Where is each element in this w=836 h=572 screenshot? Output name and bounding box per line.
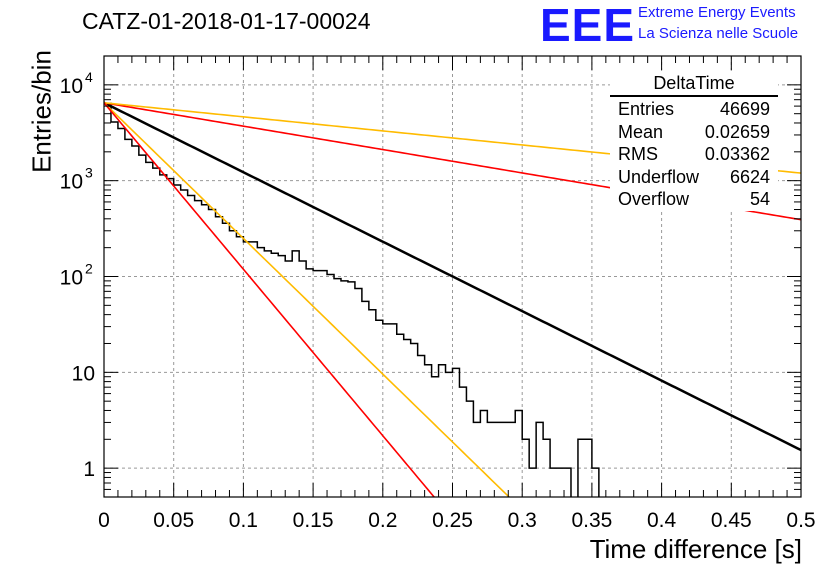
stats-value: 54 <box>749 189 770 209</box>
eee-logo: EEE <box>540 0 636 51</box>
y-tick-label: 10 <box>60 267 83 290</box>
y-axis-label: Entries/bin <box>26 50 57 173</box>
x-axis-label: Time difference [s] <box>589 534 802 564</box>
stats-label: Mean <box>618 121 664 142</box>
stats-row: Mean 0.02659 <box>610 121 778 144</box>
logo-line-2: La Scienza nelle Scuole <box>638 25 799 42</box>
stats-row: RMS 0.03362 <box>610 143 778 166</box>
x-tick-label: 0.1 <box>229 509 258 532</box>
y-tick-label: 10 <box>60 75 83 98</box>
x-tick-label: 0.15 <box>293 509 334 532</box>
fit-curve <box>104 102 436 497</box>
stats-value: 46699 <box>719 99 770 119</box>
stats-row: Entries 46699 <box>610 98 778 121</box>
y-tick-label: 1 <box>83 458 95 481</box>
stats-label: RMS <box>618 144 658 164</box>
stats-value: 0.02659 <box>704 121 770 142</box>
fit-curve <box>104 102 511 497</box>
stats-label: Overflow <box>618 189 690 209</box>
stats-title: DeltaTime <box>610 72 778 97</box>
y-tick-exponent: 4 <box>85 69 93 85</box>
stats-box: DeltaTime Entries 46699 Mean 0.02659 RMS 0.… <box>610 72 778 211</box>
x-tick-label: 0.45 <box>711 509 752 532</box>
logo-line-1: Extreme Energy Events <box>638 4 796 21</box>
stats-value: 0.03362 <box>704 144 770 164</box>
x-tick-label: 0.05 <box>153 509 194 532</box>
y-tick-exponent: 2 <box>85 261 93 277</box>
stats-value: 6624 <box>729 166 770 187</box>
histogram-step <box>104 102 600 497</box>
stats-row: Underflow 6624 <box>610 166 778 189</box>
y-tick-label: 10 <box>60 171 83 194</box>
fit-curve <box>104 101 801 452</box>
x-tick-label: 0.4 <box>647 509 677 532</box>
x-tick-label: 0 <box>98 509 110 532</box>
x-tick-label: 0.3 <box>508 509 537 532</box>
y-tick-label: 10 <box>72 362 95 385</box>
y-tick-exponent: 3 <box>85 165 93 181</box>
chart-title: CATZ-01-2018-01-17-00024 <box>82 8 371 34</box>
x-tick-label: 0.35 <box>571 509 612 532</box>
x-tick-label: 0.25 <box>432 509 473 532</box>
stats-row: Overflow 54 <box>610 188 778 211</box>
stats-label: Entries <box>618 99 675 119</box>
x-tick-label: 0.5 <box>786 509 815 532</box>
stats-label: Underflow <box>618 166 700 187</box>
x-tick-label: 0.2 <box>368 509 397 532</box>
